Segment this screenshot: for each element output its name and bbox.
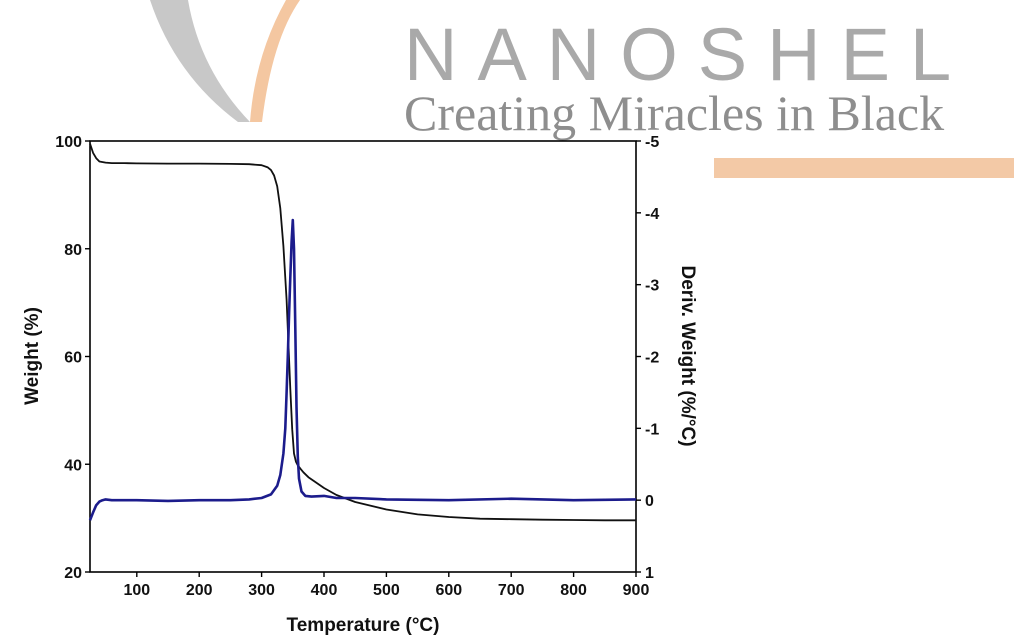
y2-axis-ticks: 1 0 -1 -2 -3 -4 -5 bbox=[636, 134, 659, 582]
x-tick-label: 500 bbox=[373, 582, 400, 599]
y-tick-label: 20 bbox=[64, 565, 82, 582]
y2-axis-title: Deriv. Weight (%/°C) bbox=[677, 265, 698, 446]
series-layer bbox=[88, 143, 637, 522]
logo-swoosh-gray bbox=[150, 0, 250, 122]
y2-tick-label: -3 bbox=[645, 278, 659, 295]
y-tick-label: 80 bbox=[64, 242, 82, 259]
y2-tick-label: -1 bbox=[645, 421, 659, 438]
x-axis-title: Temperature (°C) bbox=[287, 615, 440, 636]
y-tick-label: 40 bbox=[64, 457, 82, 474]
x-tick-label: 900 bbox=[623, 582, 650, 599]
y2-tick-label: 1 bbox=[645, 565, 654, 582]
x-tick-label: 800 bbox=[560, 582, 587, 599]
brand-bar bbox=[714, 158, 1014, 178]
y-tick-label: 100 bbox=[55, 134, 82, 151]
x-tick-label: 700 bbox=[498, 582, 525, 599]
y2-tick-label: -2 bbox=[645, 350, 659, 367]
y-axis-ticks: 20 40 60 80 100 bbox=[55, 134, 90, 582]
y-tick-label: 60 bbox=[64, 350, 82, 367]
logo-swoosh-orange bbox=[250, 0, 300, 122]
y2-tick-label: -5 bbox=[645, 134, 659, 151]
x-tick-label: 600 bbox=[435, 582, 462, 599]
x-tick-label: 300 bbox=[248, 582, 275, 599]
brand-tagline: Creating Miracles in Black bbox=[404, 85, 944, 141]
tga-chart: 100 200 300 400 500 600 700 800 900 20 40 60 80 100 … bbox=[22, 134, 698, 636]
x-tick-label: 100 bbox=[123, 582, 150, 599]
brand-watermark: NANOSHEL Creating Miracles in Black bbox=[150, 0, 1014, 178]
weight-line bbox=[89, 143, 636, 522]
y2-tick-label: 0 bbox=[645, 493, 654, 510]
x-axis-ticks: 100 200 300 400 500 600 700 800 900 bbox=[123, 572, 649, 599]
deriv-weight-line bbox=[88, 218, 637, 521]
plot-area bbox=[89, 140, 637, 573]
x-tick-label: 400 bbox=[311, 582, 338, 599]
brand-name: NANOSHEL bbox=[404, 13, 971, 96]
y-axis-title: Weight (%) bbox=[22, 307, 43, 405]
y2-tick-label: -4 bbox=[645, 206, 659, 223]
x-tick-label: 200 bbox=[186, 582, 213, 599]
